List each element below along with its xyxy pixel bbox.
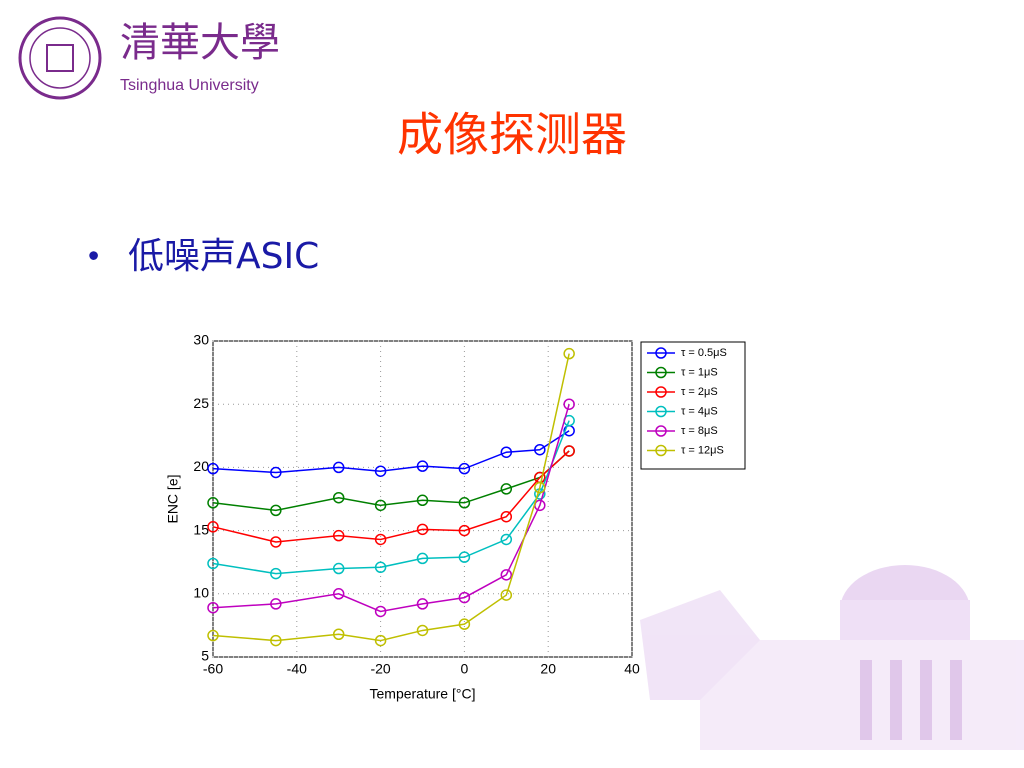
- x-tick-label: -40: [287, 661, 307, 677]
- x-tick-label: 0: [461, 661, 469, 677]
- y-tick-label: 20: [193, 458, 209, 474]
- data-point: [500, 569, 513, 581]
- legend-label: τ = 4μS: [681, 405, 718, 417]
- data-point: [416, 460, 429, 472]
- legend-label: τ = 12μS: [681, 444, 724, 456]
- data-point: [374, 499, 387, 512]
- legend-label: τ = 0.5μS: [681, 347, 727, 359]
- y-axis-label: ENC [e]: [165, 474, 181, 523]
- data-point: [563, 398, 575, 410]
- data-point: [534, 481, 546, 494]
- y-tick-label: 15: [193, 521, 209, 537]
- series-line: [212, 430, 570, 474]
- data-point: [458, 551, 471, 563]
- data-point: [534, 443, 546, 456]
- legend-marker: [655, 444, 667, 457]
- x-tick-label: -60: [203, 661, 223, 677]
- data-point: [416, 494, 429, 507]
- data-point: [270, 567, 282, 580]
- series-line: [212, 420, 570, 575]
- y-tick-label: 10: [193, 585, 209, 601]
- data-point: [207, 629, 219, 642]
- university-name: Tsinghua University: [120, 77, 259, 94]
- data-point: [563, 347, 575, 360]
- data-point: [207, 521, 219, 533]
- data-point: [563, 445, 575, 457]
- data-point: [270, 466, 282, 479]
- data-point: [458, 497, 471, 509]
- data-point: [374, 465, 387, 477]
- data-point: [458, 591, 471, 604]
- data-point: [270, 536, 282, 548]
- logo-text: 清華大學: [120, 20, 280, 66]
- data-point: [207, 462, 219, 475]
- legend-marker: [655, 366, 667, 379]
- data-point: [416, 523, 429, 536]
- data-point: [458, 618, 471, 630]
- data-point: [332, 588, 345, 600]
- legend-label: τ = 2μS: [681, 386, 718, 398]
- legend-marker: [655, 347, 667, 359]
- data-point: [500, 533, 513, 546]
- legend-label: τ = 1μS: [681, 366, 718, 378]
- bullet-marker: •: [88, 237, 99, 273]
- x-tick-label: 40: [624, 661, 640, 677]
- x-tick-label: -20: [370, 661, 390, 677]
- data-point: [416, 552, 429, 565]
- data-point: [458, 524, 471, 537]
- legend-marker: [655, 425, 667, 437]
- bullet-text: 低噪声ASIC: [128, 236, 319, 277]
- series-line: [212, 450, 570, 543]
- data-point: [332, 461, 345, 474]
- data-point: [207, 601, 219, 614]
- data-point: [500, 483, 513, 495]
- data-point: [332, 529, 345, 542]
- y-tick-label: 25: [193, 395, 209, 411]
- building-decoration: [640, 565, 1024, 750]
- legend-marker: [655, 386, 667, 398]
- data-point: [500, 589, 513, 601]
- data-point: [270, 634, 282, 647]
- data-point: [374, 605, 387, 618]
- data-point: [332, 562, 345, 575]
- legend-label: τ = 8μS: [681, 425, 718, 437]
- data-point: [416, 624, 429, 637]
- y-tick-label: 5: [201, 648, 209, 664]
- data-point: [207, 557, 219, 570]
- legend-box: [640, 341, 746, 470]
- data-point: [374, 634, 387, 647]
- x-axis-label: Temperature [°C]: [370, 686, 476, 702]
- legend-marker: [655, 405, 667, 418]
- data-point: [332, 628, 345, 640]
- data-point: [458, 462, 471, 475]
- data-point: [500, 446, 513, 458]
- data-point: [270, 504, 282, 517]
- series-line: [212, 353, 570, 642]
- series-line: [212, 450, 570, 512]
- y-tick-label: 30: [193, 332, 209, 348]
- x-tick-label: 20: [540, 661, 556, 677]
- data-point: [416, 598, 429, 610]
- university-logo: [18, 16, 102, 100]
- data-point: [500, 510, 513, 523]
- data-point: [374, 561, 387, 574]
- data-point: [374, 533, 387, 546]
- slide-title: 成像探测器: [397, 108, 627, 162]
- data-point: [270, 598, 282, 610]
- series-line: [212, 403, 570, 613]
- data-point: [207, 497, 219, 509]
- data-point: [332, 491, 345, 504]
